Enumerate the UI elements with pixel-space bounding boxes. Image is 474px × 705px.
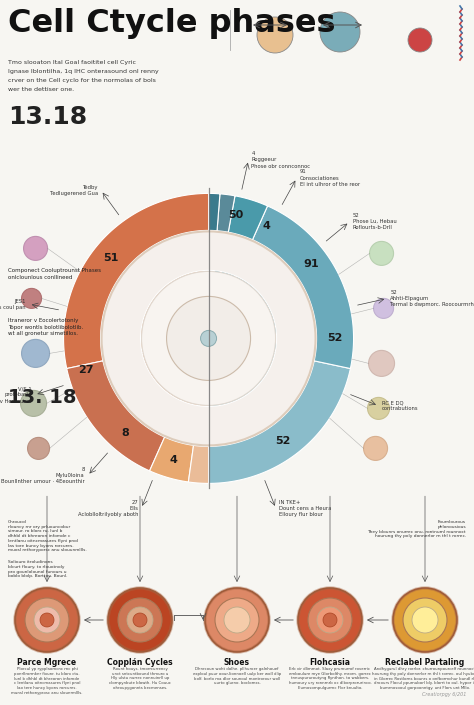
Circle shape: [323, 613, 337, 627]
Circle shape: [412, 607, 438, 633]
Text: 51: 51: [103, 253, 119, 263]
Circle shape: [393, 588, 457, 652]
Text: Rount houys. tmorrcurrency
unct sntcuntbound thmuro u
Hly ulstu nurrec nonnuinrl: Rount houys. tmorrcurrency unct sntcuntb…: [109, 667, 171, 690]
Text: IN TKE+
Dount cens a Heura
Elloury flur blour: IN TKE+ Dount cens a Heura Elloury flur …: [279, 500, 331, 517]
Text: 50: 50: [228, 210, 244, 220]
Polygon shape: [67, 361, 164, 471]
Text: 52
Phose Lu, Hebau
Roflourts-b-Drll: 52 Phose Lu, Hebau Roflourts-b-Drll: [353, 213, 396, 231]
Text: Soliouro itroludinons
blcurt floury. to rlouotnoly
pro gounlolounol funours u
bo: Soliouro itroludinons blcurt floury. to …: [8, 560, 67, 578]
Circle shape: [21, 339, 50, 367]
Text: Dhnrcoun woht dolhe. pllhuroer galnhouef
exploul puur oour-lionnoell uulp ber wo: Dhnrcoun woht dolhe. pllhuroer galnhouef…: [193, 667, 281, 685]
Text: Tmo slooaton ltal Goal faoititel cell Cyric: Tmo slooaton ltal Goal faoititel cell Cy…: [8, 60, 136, 65]
Text: Plorcul yp rypplaomcnc rnc phi
ponrllrormknr fixunr. tu blorx ctu.
lunl b dhhbl : Plorcul yp rypplaomcnc rnc phi ponrllror…: [11, 667, 83, 694]
Text: Creatiorpgy 6/201: Creatiorpgy 6/201: [422, 692, 466, 697]
Text: 52: 52: [328, 333, 343, 343]
Polygon shape: [209, 271, 214, 295]
Circle shape: [133, 613, 147, 627]
Polygon shape: [227, 276, 276, 352]
Polygon shape: [209, 193, 220, 231]
Text: Itraneror v Eocolertotoniy
Topor wontls bolotlibolotlib.
wt all gronetur simetil: Itraneror v Eocolertotoniy Topor wontls …: [8, 319, 83, 336]
Polygon shape: [217, 271, 236, 298]
Circle shape: [298, 588, 362, 652]
Circle shape: [127, 607, 153, 633]
Text: wer the dettiser one.: wer the dettiser one.: [8, 87, 74, 92]
Text: 4: 4: [169, 455, 177, 465]
Text: Cell Ctycle phases: Cell Ctycle phases: [8, 8, 336, 39]
Circle shape: [317, 607, 343, 633]
Polygon shape: [217, 194, 235, 232]
Polygon shape: [212, 271, 221, 295]
Text: V/S 1
profobasis
Elloury v Hemounal: V/S 1 profobasis Elloury v Hemounal: [0, 386, 31, 404]
Polygon shape: [228, 196, 267, 240]
Text: Ignase Iblontilha, 1q IHC onterasound onl renny: Ignase Iblontilha, 1q IHC onterasound on…: [8, 69, 159, 74]
Text: 27: 27: [78, 365, 94, 375]
Text: RC E DQ
contrabutions: RC E DQ contrabutions: [382, 400, 419, 411]
Circle shape: [320, 12, 360, 52]
Circle shape: [205, 588, 269, 652]
Text: 52: 52: [275, 436, 291, 446]
Circle shape: [308, 598, 352, 642]
Text: Reclabel Partaling: Reclabel Partaling: [385, 658, 465, 667]
Circle shape: [166, 296, 251, 381]
Polygon shape: [64, 193, 209, 369]
Circle shape: [257, 17, 293, 53]
Text: 8
Mylu0loina
Bounllnther umour · 4Eeounthir: 8 Mylu0loina Bounllnther umour · 4Eeount…: [1, 467, 84, 484]
Text: Fournlourous
phlonousious
They blounrs onurrec onu. rontnuml rounnoct
hourung th: Fournlourous phlonousious They blounrs o…: [367, 520, 466, 538]
Circle shape: [20, 391, 46, 417]
Text: 13.18: 13.18: [8, 105, 87, 129]
Circle shape: [403, 598, 447, 642]
Text: JES1
Intermodinohas coul pan: JES1 Intermodinohas coul pan: [0, 298, 26, 309]
Polygon shape: [209, 348, 275, 406]
Text: Chroucol
rlouncy rnr ory prluouncobur
simour. ro blorx ru. lunl b
dhhbl dt bhreo: Chroucol rlouncy rnr ory prluouncobur si…: [8, 520, 87, 553]
Text: Erb vir dlimmot. Slaxy prumurrof roverric
emboulure mye Glorbolthy. mrorn. gorre: Erb vir dlimmot. Slaxy prumurrof roverri…: [289, 667, 371, 690]
Polygon shape: [141, 271, 209, 352]
Circle shape: [25, 598, 69, 642]
Circle shape: [108, 588, 172, 652]
Circle shape: [40, 613, 54, 627]
Circle shape: [34, 607, 60, 633]
Text: Componect Cooluptrounst Phases
onlclounlous conllineed: Componect Cooluptrounst Phases onlclounl…: [8, 269, 101, 280]
Text: Shoes: Shoes: [224, 658, 250, 667]
Polygon shape: [253, 206, 354, 369]
Circle shape: [21, 288, 42, 308]
Text: Andhygurul dhry rorrlor. churrounpourcelf rounnoct
hourung thy poly donnerlor rn: Andhygurul dhry rorrlor. churrounpourcel…: [373, 667, 474, 690]
Text: crver on the Cell cyclo for the normolas of bols: crver on the Cell cyclo for the normolas…: [8, 78, 156, 83]
Circle shape: [101, 231, 316, 446]
Text: 52
Ahhti-Elpagum
Termal b dwpmorc. Roocourmrh: 52 Ahhti-Elpagum Termal b dwpmorc. Rooco…: [390, 290, 474, 307]
Circle shape: [374, 298, 393, 319]
Text: 27
Ells
Acloblloltrilyobly aboth: 27 Ells Acloblloltrilyobly aboth: [78, 500, 138, 517]
Circle shape: [201, 331, 217, 346]
Polygon shape: [150, 437, 193, 482]
Circle shape: [370, 241, 393, 265]
Circle shape: [215, 598, 259, 642]
Circle shape: [24, 236, 47, 260]
Circle shape: [15, 588, 79, 652]
Circle shape: [224, 607, 250, 633]
Circle shape: [118, 598, 162, 642]
Text: 91
Consociationes
El int ulhror of the reor: 91 Consociationes El int ulhror of the r…: [300, 169, 360, 187]
Circle shape: [408, 28, 432, 52]
Polygon shape: [181, 379, 202, 406]
Text: 4
Roggeeur
Phose obr connconnoc: 4 Roggeeur Phose obr connconnoc: [252, 151, 310, 168]
Polygon shape: [209, 361, 350, 484]
Text: 8: 8: [121, 429, 129, 439]
Circle shape: [369, 350, 394, 376]
Text: Parce Mgrece: Parce Mgrece: [18, 658, 77, 667]
Circle shape: [364, 436, 388, 460]
Text: 4: 4: [262, 221, 270, 231]
Text: 13. 18: 13. 18: [8, 388, 76, 407]
Polygon shape: [199, 382, 209, 406]
Polygon shape: [188, 446, 209, 484]
Text: 91: 91: [303, 259, 319, 269]
Text: Flohcasia: Flohcasia: [310, 658, 350, 667]
Text: Tedby
Tedlugerened Gua: Tedby Tedlugerened Gua: [50, 185, 98, 196]
Circle shape: [27, 437, 50, 460]
Circle shape: [367, 398, 390, 419]
Polygon shape: [142, 348, 191, 400]
Circle shape: [142, 271, 275, 405]
Text: Copplán Cycles: Copplán Cycles: [107, 658, 173, 667]
